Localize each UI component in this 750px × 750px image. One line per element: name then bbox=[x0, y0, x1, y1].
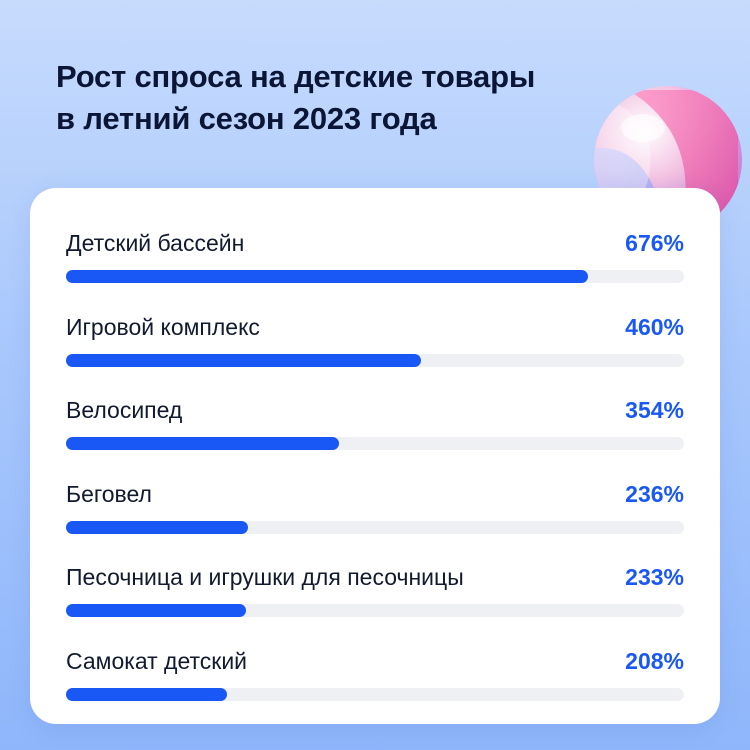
bar-value-label: 208% bbox=[625, 647, 684, 674]
bar-value-label: 460% bbox=[625, 313, 684, 340]
bar bbox=[66, 437, 339, 450]
bar-label: Игровой комплекс bbox=[66, 313, 260, 340]
title-line-2: в летний сезон 2023 года bbox=[56, 101, 437, 136]
bar-track bbox=[66, 353, 684, 367]
bar-label: Велосипед bbox=[66, 397, 183, 423]
bar-track bbox=[66, 687, 684, 701]
bar-track bbox=[66, 604, 684, 617]
bar-track bbox=[66, 270, 684, 283]
bar bbox=[66, 687, 227, 701]
bar-track bbox=[66, 520, 684, 534]
bar-label: Беговел bbox=[66, 480, 152, 507]
bar-value-label: 354% bbox=[625, 397, 684, 423]
title-line-1: Рост спроса на детские товары bbox=[56, 59, 536, 94]
chart-card: Детский бассейн 676% Игровой комплекс 460% В… bbox=[30, 188, 720, 724]
bar-label: Детский бассейн bbox=[66, 230, 245, 256]
bar-value-label: 236% bbox=[625, 480, 684, 507]
bar bbox=[66, 520, 248, 534]
page-title: Рост спроса на детские товары в летний с… bbox=[56, 56, 616, 140]
bar-row: Самокат детский 208% bbox=[66, 648, 684, 708]
bar-row: Игровой комплекс 460% bbox=[66, 314, 684, 374]
bar bbox=[66, 353, 421, 367]
bar-track bbox=[66, 437, 684, 450]
bar-row: Беговел 236% bbox=[66, 481, 684, 541]
bar bbox=[66, 270, 588, 283]
bar-row: Детский бассейн 676% bbox=[66, 230, 684, 290]
bar bbox=[66, 604, 246, 617]
bar-row: Велосипед 354% bbox=[66, 397, 684, 457]
bar-label: Самокат детский bbox=[66, 647, 248, 674]
bar-label: Песочница и игрушки для песочницы bbox=[66, 564, 464, 590]
bar-row: Песочница и игрушки для песочницы 233% bbox=[66, 564, 684, 624]
bar-value-label: 233% bbox=[625, 564, 684, 590]
bar-value-label: 676% bbox=[625, 230, 684, 256]
